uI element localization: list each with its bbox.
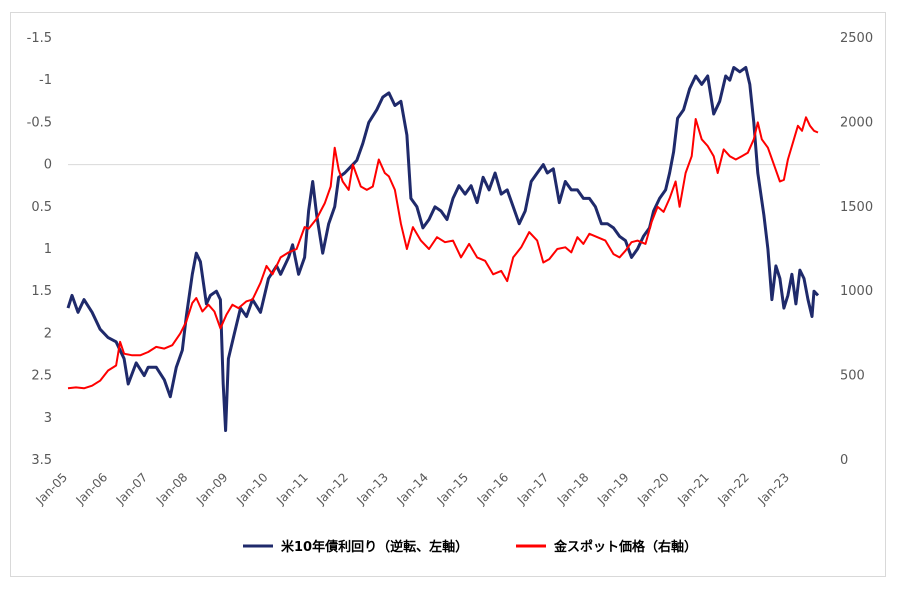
legend: 米10年債利回り（逆転、左軸） 金スポット価格（右軸）: [243, 539, 697, 555]
x-tick-label: Jan-20: [634, 470, 672, 508]
left-tick-label: 0.5: [31, 200, 52, 215]
x-tick-label: Jan-22: [714, 470, 752, 508]
x-tick-label: Jan-13: [353, 470, 391, 508]
x-tick-label: Jan-21: [674, 470, 712, 508]
x-tick-label: Jan-15: [434, 470, 472, 508]
left-tick-label: 3.5: [31, 453, 52, 468]
x-tick-label: Jan-06: [73, 470, 111, 508]
left-tick-label: -1.5: [27, 31, 52, 46]
left-tick-label: 0: [44, 158, 52, 173]
series-line-yield: [66, 66, 820, 432]
series-line-gold: [67, 116, 819, 390]
x-tick-label: Jan-16: [474, 470, 512, 508]
x-tick-label: Jan-08: [153, 470, 191, 508]
right-tick-label: 1000: [840, 284, 873, 299]
legend-label-gold: 金スポット価格（右軸）: [553, 539, 697, 555]
x-tick-label: Jan-07: [113, 470, 151, 508]
x-tick-label: Jan-19: [594, 470, 632, 508]
axes: -1.5 -1 -0.5 0 0.5 1 1.5 2 2.5 3 3.5 0 500 1000 1500 20…: [27, 31, 873, 508]
x-tick-label: Jan-11: [273, 470, 311, 508]
x-tick-label: Jan-10: [233, 470, 271, 508]
x-tick-label: Jan-23: [754, 470, 792, 508]
x-tick-label: Jan-18: [554, 470, 592, 508]
right-tick-label: 0: [840, 453, 848, 468]
left-tick-label: -0.5: [27, 115, 52, 130]
x-tick-label: Jan-14: [394, 470, 432, 508]
right-tick-label: 2000: [840, 115, 873, 130]
left-tick-label: 3: [44, 411, 52, 426]
left-tick-label: 2: [44, 326, 52, 341]
left-tick-label: 1.5: [31, 284, 52, 299]
x-tick-label: Jan-09: [193, 470, 231, 508]
chart-frame: [10, 12, 886, 577]
series-layer: [66, 66, 820, 432]
left-tick-label: 2.5: [31, 369, 52, 384]
left-tick-label: 1: [44, 242, 52, 257]
right-tick-label: 1500: [840, 200, 873, 215]
x-tick-label: Jan-12: [313, 470, 351, 508]
right-tick-label: 500: [840, 369, 865, 384]
left-tick-label: -1: [39, 73, 52, 88]
x-tick-label: Jan-05: [33, 470, 71, 508]
right-tick-label: 2500: [840, 31, 873, 46]
x-tick-label: Jan-17: [514, 470, 552, 508]
legend-label-yield: 米10年債利回り（逆転、左軸）: [281, 539, 468, 555]
